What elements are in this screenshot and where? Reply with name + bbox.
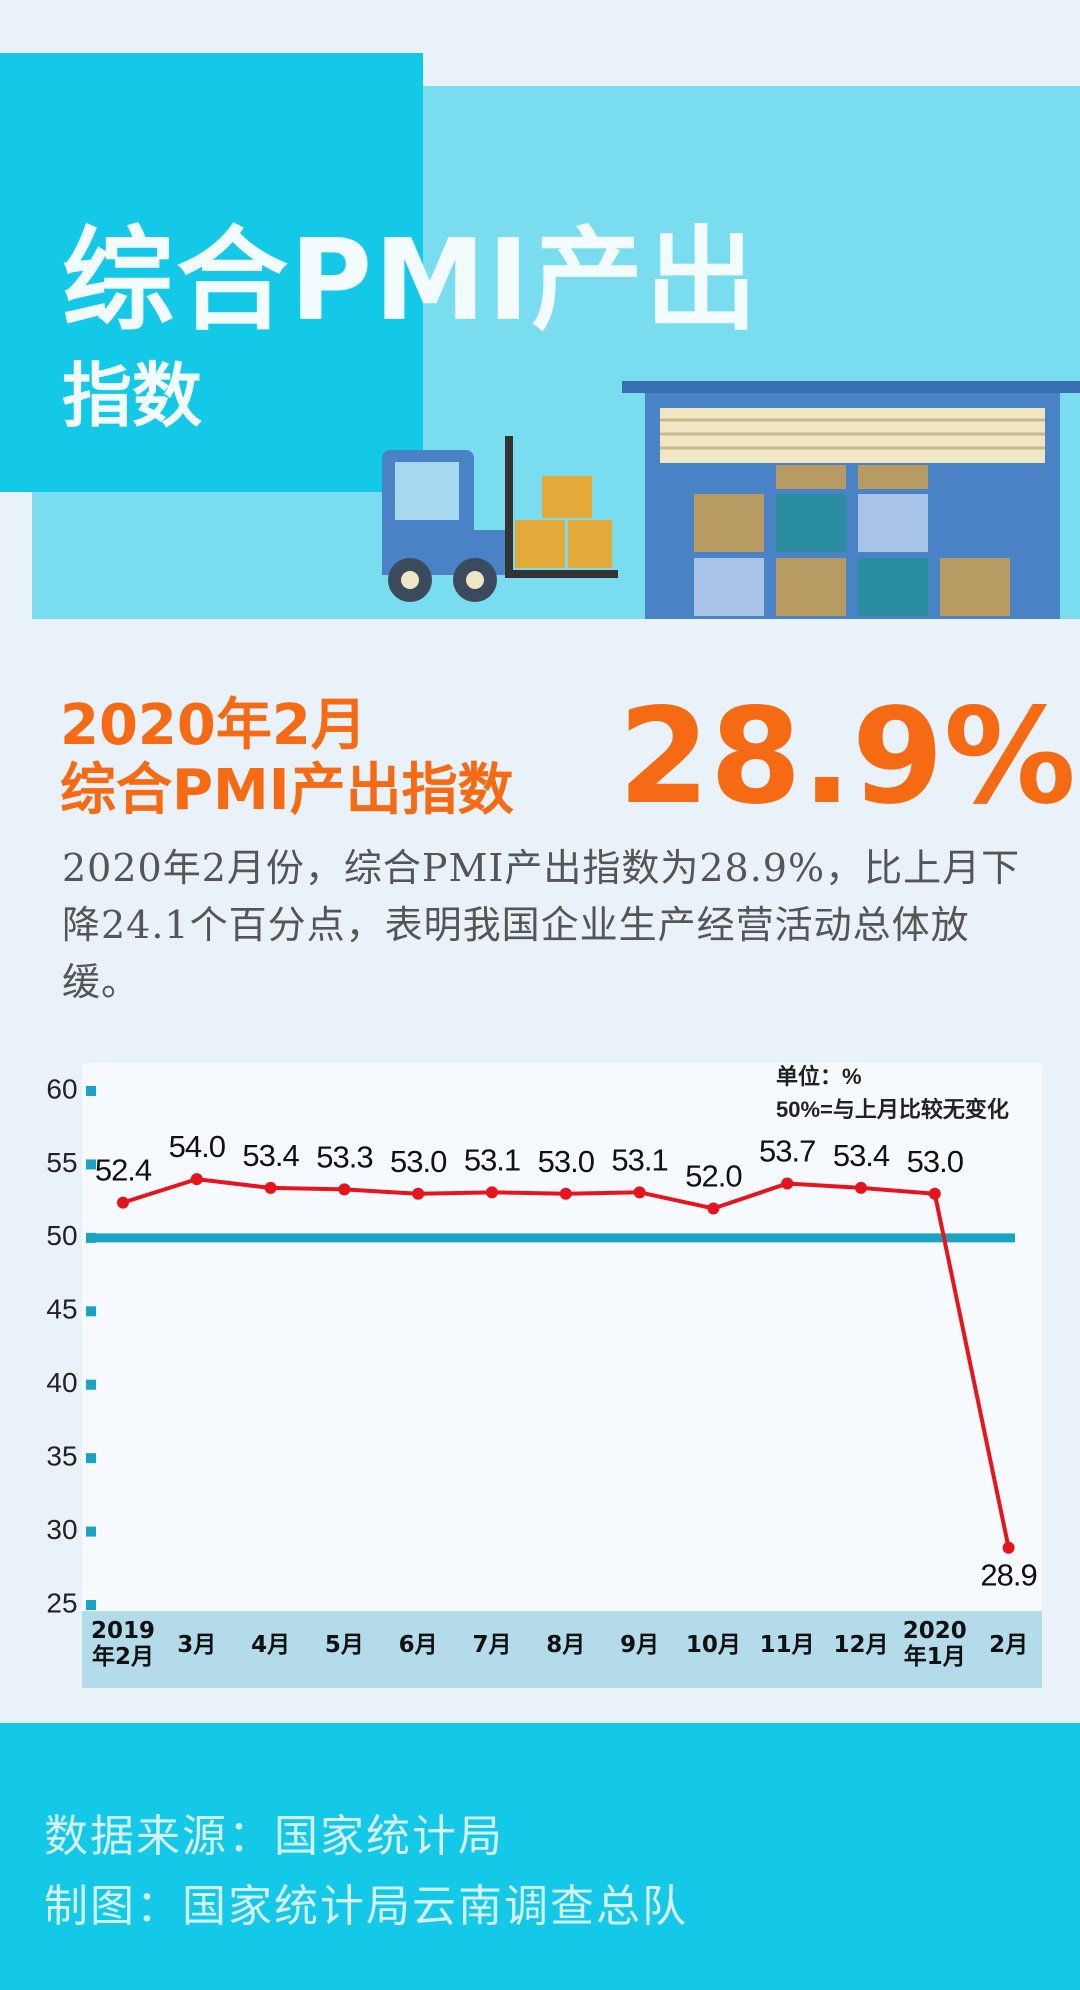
y-tick-label: 40 <box>46 1367 77 1398</box>
reference-note: 50%=与上月比较无变化 <box>776 1097 1009 1122</box>
x-tick-label: 12月 <box>833 1632 889 1658</box>
value-label: 53.0 <box>538 1144 595 1179</box>
y-tick-label: 35 <box>46 1441 77 1472</box>
value-label: 53.1 <box>464 1142 520 1177</box>
description: 2020年2月份，综合PMI产出指数为28.9%，比上月下降24.1个百分点，表… <box>62 846 1021 1004</box>
credit: 制图：国家统计局云南调查总队 <box>44 1881 688 1932</box>
point <box>559 1187 572 1200</box>
tick-mark <box>86 1600 96 1610</box>
point <box>412 1187 425 1200</box>
tick-mark <box>86 1086 96 1096</box>
value-label: 54.0 <box>169 1129 226 1164</box>
point <box>338 1183 351 1196</box>
value-label: 53.0 <box>390 1144 447 1179</box>
y-tick-label: 50 <box>46 1220 77 1251</box>
point <box>117 1196 129 1209</box>
x-tick-label: 9月 <box>620 1632 660 1658</box>
highlight-value: 28.9% <box>618 680 1076 834</box>
y-tick-label: 25 <box>46 1587 77 1618</box>
x-tick-label: 2月 <box>989 1632 1029 1658</box>
subtitle: 指数 <box>62 355 202 437</box>
title: 综合PMI产出 <box>62 216 760 346</box>
value-label: 53.3 <box>316 1139 372 1174</box>
point <box>633 1186 646 1199</box>
y-tick-label: 60 <box>46 1073 77 1104</box>
tick-mark <box>86 1526 96 1537</box>
value-label: 53.4 <box>833 1138 890 1173</box>
x-tick-label: 5月 <box>324 1632 364 1658</box>
y-tick-label: 30 <box>46 1514 77 1545</box>
point <box>781 1177 794 1190</box>
unit-note: 单位：% <box>776 1064 862 1089</box>
tick-mark <box>86 1159 96 1170</box>
x-tick-label: 2019年2月 <box>90 1618 155 1670</box>
point <box>264 1181 277 1194</box>
point <box>1002 1541 1015 1554</box>
value-label: 52.0 <box>685 1158 742 1193</box>
x-tick-label: 2020年1月 <box>902 1618 967 1670</box>
value-label: 53.4 <box>242 1138 299 1173</box>
x-tick-label: 8月 <box>546 1632 586 1658</box>
point <box>486 1186 498 1199</box>
tick-mark <box>86 1453 96 1464</box>
x-tick-label: 3月 <box>177 1632 217 1658</box>
point <box>707 1202 720 1215</box>
y-tick-label: 45 <box>46 1294 77 1325</box>
y-tick-label: 55 <box>46 1147 77 1178</box>
tick-mark <box>86 1306 96 1317</box>
point <box>928 1187 941 1200</box>
x-tick-label: 6月 <box>398 1632 438 1658</box>
source: 数据来源：国家统计局 <box>44 1811 504 1862</box>
x-tick-label: 4月 <box>251 1632 291 1658</box>
value-label: 53.7 <box>759 1134 815 1169</box>
value-label: 52.4 <box>95 1153 152 1188</box>
point <box>855 1181 867 1194</box>
highlight-label: 综合PMI产出指数 <box>60 758 514 823</box>
value-label: 53.0 <box>907 1144 964 1179</box>
value-label: 28.9 <box>980 1558 1036 1593</box>
x-tick-label: 10月 <box>685 1632 741 1658</box>
x-tick-label: 11月 <box>759 1632 815 1658</box>
highlight-date: 2020年2月 <box>60 693 367 758</box>
tick-mark <box>86 1379 96 1390</box>
value-label: 53.1 <box>611 1142 667 1177</box>
point <box>190 1173 203 1186</box>
chart: 单位：% 50%=与上月比较无变化 25 30 35 40 45 50 55 60 52.4 54… <box>46 1064 1037 1618</box>
x-tick-label: 7月 <box>472 1632 512 1658</box>
